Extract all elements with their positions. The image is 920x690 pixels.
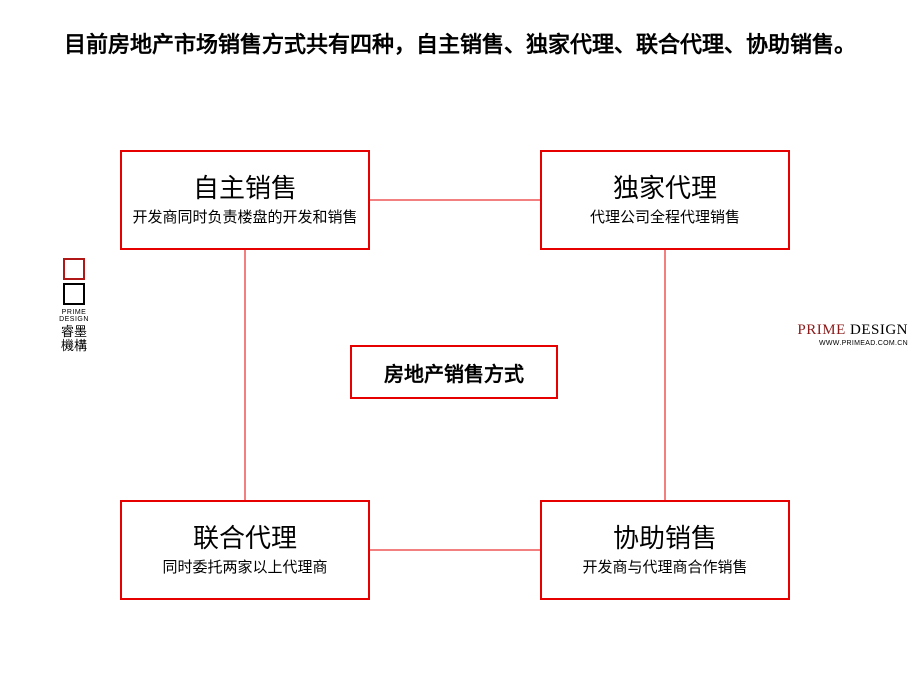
node-br: 协助销售开发商与代理商合作销售 <box>540 500 790 600</box>
brand-part1: PRIME <box>797 322 845 338</box>
node-subtitle: 开发商与代理商合作销售 <box>582 557 747 578</box>
page-title: 目前房地产市场销售方式共有四种，自主销售、独家代理、联合代理、协助销售。 <box>50 28 870 61</box>
node-title: 独家代理 <box>613 172 717 206</box>
node-subtitle: 同时委托两家以上代理商 <box>162 557 327 578</box>
left-logo: PRIME DESIGN 睿墨 機構 <box>52 258 96 354</box>
logo-square-bottom <box>63 283 85 305</box>
brand-text: PRIME DESIGN <box>797 322 908 339</box>
brand-part2: DESIGN <box>846 322 908 338</box>
logo-cn-line2: 機構 <box>52 339 96 353</box>
right-logo: PRIME DESIGN WWW.PRIMEAD.COM.CN <box>797 322 908 347</box>
logo-cn-line1: 睿墨 <box>52 325 96 339</box>
node-tl: 自主销售开发商同时负责楼盘的开发和销售 <box>120 150 370 250</box>
center-node: 房地产销售方式 <box>350 345 558 399</box>
node-subtitle: 代理公司全程代理销售 <box>590 207 740 228</box>
logo-square-top <box>63 258 85 280</box>
node-bl: 联合代理同时委托两家以上代理商 <box>120 500 370 600</box>
node-title: 协助销售 <box>613 522 717 556</box>
brand-url: WWW.PRIMEAD.COM.CN <box>797 340 908 347</box>
node-title: 联合代理 <box>193 522 297 556</box>
node-subtitle: 开发商同时负责楼盘的开发和销售 <box>132 207 357 228</box>
node-tr: 独家代理代理公司全程代理销售 <box>540 150 790 250</box>
node-title: 自主销售 <box>193 172 297 206</box>
logo-caption-en: PRIME DESIGN <box>52 309 96 323</box>
diagram-container: 自主销售开发商同时负责楼盘的开发和销售 独家代理代理公司全程代理销售联合代理同时委… <box>110 150 810 630</box>
logo-caption-cn: 睿墨 機構 <box>52 325 96 354</box>
